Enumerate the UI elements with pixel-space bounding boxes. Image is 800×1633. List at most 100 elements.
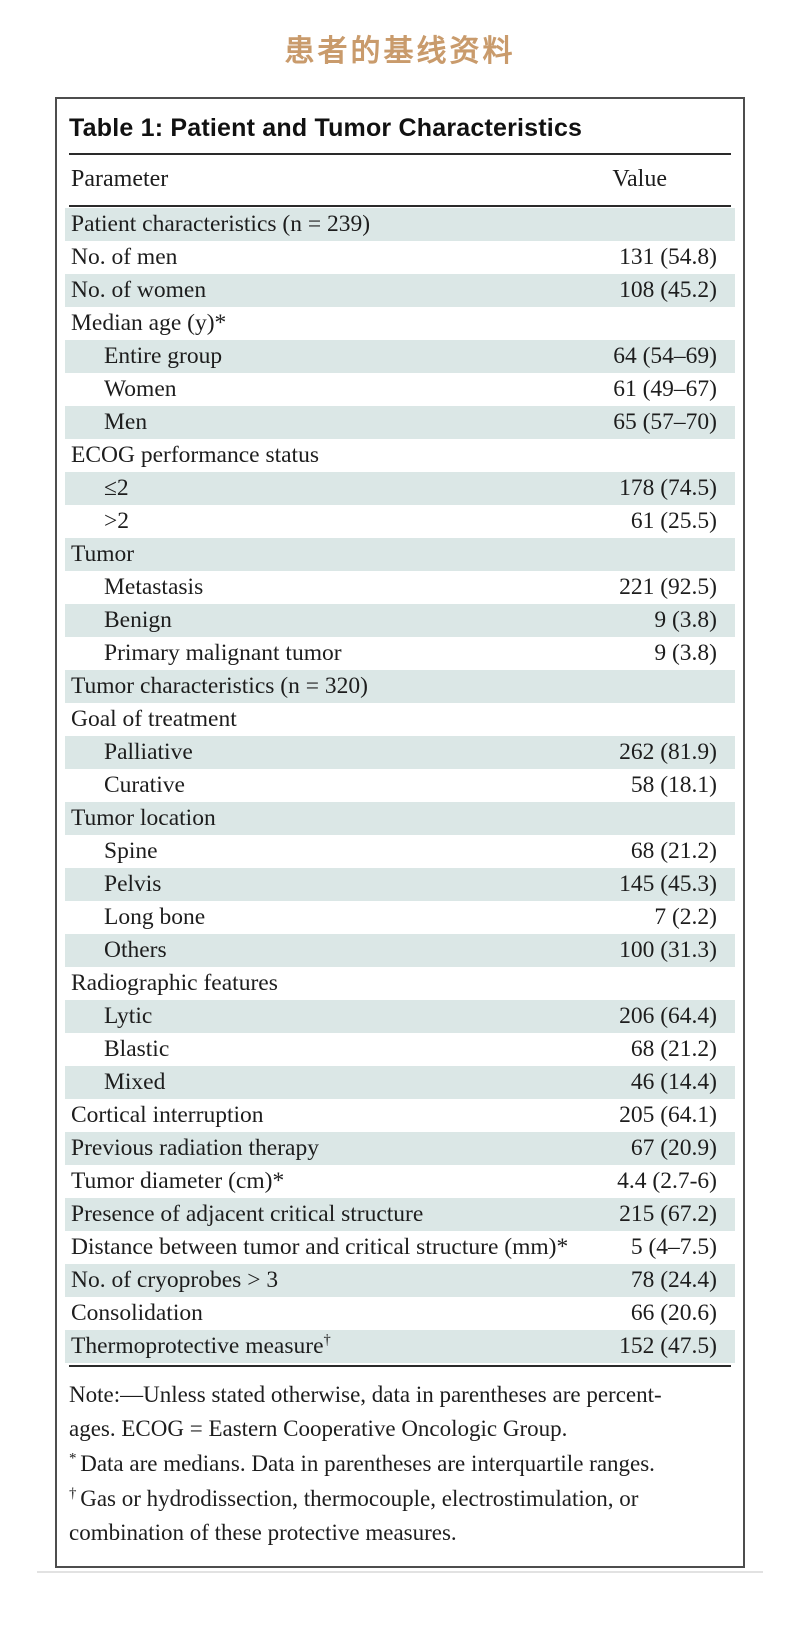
table-row: Pelvis 145 (45.3) — [65, 868, 735, 901]
table-row: Lytic 206 (64.4) — [65, 1000, 735, 1033]
table-rows: Patient characteristics (n = 239) No. of … — [65, 207, 735, 1365]
table-row: Entire group 64 (54–69) — [65, 340, 735, 373]
row-value: 58 (18.1) — [630, 772, 717, 798]
table-row: Goal of treatment — [65, 703, 735, 736]
table-row: Blastic 68 (21.2) — [65, 1033, 735, 1066]
footnote-marker: † — [69, 1485, 81, 1502]
table-row: Thermoprotective measure† 152 (47.5) — [65, 1330, 735, 1363]
table-row: Long bone 7 (2.2) — [65, 901, 735, 934]
row-parameter: Cortical interruption — [71, 1102, 264, 1128]
row-parameter: Long bone — [104, 904, 206, 930]
row-parameter: Entire group — [104, 343, 223, 369]
row-parameter: Tumor diameter (cm)* — [71, 1168, 285, 1194]
page-title: 患者的基线资料 — [284, 35, 516, 68]
table-row: Tumor location — [65, 802, 735, 835]
row-parameter: ECOG performance status — [71, 442, 319, 468]
table-row: Consolidation 66 (20.6) — [65, 1297, 735, 1330]
table-row: Cortical interruption 205 (64.1) — [65, 1099, 735, 1132]
row-value: 108 (45.2) — [619, 277, 717, 303]
row-parameter: Metastasis — [104, 574, 204, 600]
table-row: Women 61 (49–67) — [65, 373, 735, 406]
row-value: 205 (64.1) — [619, 1102, 717, 1128]
row-parameter: Goal of treatment — [71, 706, 237, 732]
row-parameter: Consolidation — [71, 1300, 203, 1326]
table-row: Distance between tumor and critical stru… — [65, 1231, 735, 1264]
row-value: 100 (31.3) — [619, 937, 717, 963]
table-row: Others 100 (31.3) — [65, 934, 735, 967]
row-parameter: Tumor — [71, 541, 135, 567]
table-row: Palliative 262 (81.9) — [65, 736, 735, 769]
table-note: * Data are medians. Data in parentheses … — [69, 1450, 655, 1476]
table-row: No. of men 131 (54.8) — [65, 241, 735, 274]
row-parameter: Radiographic features — [71, 970, 278, 996]
table-column-header: Parameter Value — [65, 155, 735, 205]
row-parameter: No. of cryoprobes > 3 — [71, 1267, 279, 1293]
row-parameter: Previous radiation therapy — [71, 1135, 319, 1161]
row-value: 178 (74.5) — [619, 475, 717, 501]
row-parameter: Men — [104, 409, 148, 435]
table-row: Men 65 (57–70) — [65, 406, 735, 439]
table-row: Median age (y)* — [65, 307, 735, 340]
table-row: Radiographic features — [65, 967, 735, 1000]
row-value: 67 (20.9) — [630, 1135, 717, 1161]
row-parameter: Presence of adjacent critical structure — [71, 1201, 424, 1227]
row-parameter: Lytic — [104, 1003, 153, 1029]
page-divider — [37, 1571, 763, 1573]
row-value: 68 (21.2) — [630, 1036, 717, 1062]
table-row: Benign 9 (3.8) — [65, 604, 735, 637]
row-value: 262 (81.9) — [619, 739, 717, 765]
row-parameter: Distance between tumor and critical stru… — [71, 1234, 569, 1260]
rule-under-title — [69, 153, 731, 155]
row-value: 61 (49–67) — [613, 376, 717, 402]
table-row: Curative 58 (18.1) — [65, 769, 735, 802]
row-parameter: Others — [104, 937, 167, 963]
row-parameter: Mixed — [104, 1069, 166, 1095]
table-row: Primary malignant tumor 9 (3.8) — [65, 637, 735, 670]
table-row: Tumor — [65, 538, 735, 571]
table-row: >2 61 (25.5) — [65, 505, 735, 538]
row-value: 4.4 (2.7-6) — [617, 1168, 717, 1194]
table-row: Metastasis 221 (92.5) — [65, 571, 735, 604]
table-row: Mixed 46 (14.4) — [65, 1066, 735, 1099]
row-parameter: Benign — [104, 607, 172, 633]
footnote-marker: * — [69, 1450, 81, 1467]
row-value: 46 (14.4) — [630, 1069, 717, 1095]
row-parameter: Patient characteristics (n = 239) — [71, 211, 371, 237]
table-row: Previous radiation therapy 67 (20.9) — [65, 1132, 735, 1165]
row-parameter: Median age (y)* — [71, 310, 227, 336]
row-value: 64 (54–69) — [613, 343, 717, 369]
table-row: Presence of adjacent critical structure 2… — [65, 1198, 735, 1231]
row-value: 152 (47.5) — [619, 1333, 717, 1359]
table-row: No. of cryoprobes > 3 78 (24.4) — [65, 1264, 735, 1297]
column-header-parameter: Parameter — [71, 166, 169, 192]
table-row: ≤2 178 (74.5) — [65, 472, 735, 505]
row-parameter: Pelvis — [104, 871, 162, 897]
row-value: 66 (20.6) — [630, 1300, 717, 1326]
row-parameter: ≤2 — [104, 475, 129, 501]
footnote-marker: † — [323, 1332, 331, 1349]
row-parameter: Tumor location — [71, 805, 216, 831]
table-row: ECOG performance status — [65, 439, 735, 472]
table-row: Spine 68 (21.2) — [65, 835, 735, 868]
row-parameter: Curative — [104, 772, 185, 798]
row-value: 9 (3.8) — [654, 607, 717, 633]
row-value: 9 (3.8) — [654, 640, 717, 666]
row-value: 68 (21.2) — [630, 838, 717, 864]
row-value: 7 (2.2) — [654, 904, 717, 930]
table-row: Patient characteristics (n = 239) — [65, 208, 735, 241]
row-parameter: Blastic — [104, 1036, 170, 1062]
table-title: Table 1: Patient and Tumor Characteristi… — [69, 114, 583, 142]
row-parameter: Primary malignant tumor — [104, 640, 342, 666]
table-note: † Gas or hydrodissection, thermocouple, … — [69, 1485, 639, 1545]
column-header-value: Value — [612, 166, 667, 192]
table-notes: Note:—Unless stated otherwise, data in p… — [65, 1367, 735, 1566]
row-parameter: Women — [104, 376, 177, 402]
rule-under-header — [69, 205, 731, 207]
table-row: Tumor characteristics (n = 320) — [65, 670, 735, 703]
row-parameter: Tumor characteristics (n = 320) — [71, 673, 368, 699]
table-row: Tumor diameter (cm)* 4.4 (2.7-6) — [65, 1165, 735, 1198]
row-value: 215 (67.2) — [619, 1201, 717, 1227]
row-value: 78 (24.4) — [630, 1267, 717, 1293]
row-parameter: No. of women — [71, 277, 207, 303]
row-parameter: >2 — [104, 508, 130, 534]
